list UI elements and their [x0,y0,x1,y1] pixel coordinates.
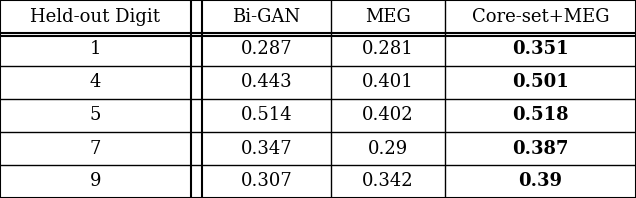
Text: 0.402: 0.402 [362,107,414,125]
Text: 0.347: 0.347 [240,140,293,157]
Text: 0.518: 0.518 [512,107,569,125]
Text: 9: 9 [90,172,101,190]
Text: 0.387: 0.387 [513,140,569,157]
Text: 0.342: 0.342 [362,172,414,190]
Text: 0.281: 0.281 [362,41,414,58]
Text: 0.29: 0.29 [368,140,408,157]
Text: 0.351: 0.351 [512,41,569,58]
Text: 7: 7 [90,140,101,157]
Text: 0.401: 0.401 [362,73,414,91]
Text: 0.501: 0.501 [512,73,569,91]
Text: 0.39: 0.39 [518,172,563,190]
Text: 4: 4 [90,73,101,91]
Text: Held-out Digit: Held-out Digit [31,8,160,26]
Text: Bi-GAN: Bi-GAN [232,8,301,26]
Text: Core-set+MEG: Core-set+MEG [472,8,609,26]
Text: 0.307: 0.307 [240,172,293,190]
Text: 0.514: 0.514 [240,107,293,125]
Text: 1: 1 [90,41,101,58]
Text: 0.287: 0.287 [240,41,293,58]
Text: 0.443: 0.443 [240,73,293,91]
Text: MEG: MEG [365,8,411,26]
Text: 5: 5 [90,107,101,125]
